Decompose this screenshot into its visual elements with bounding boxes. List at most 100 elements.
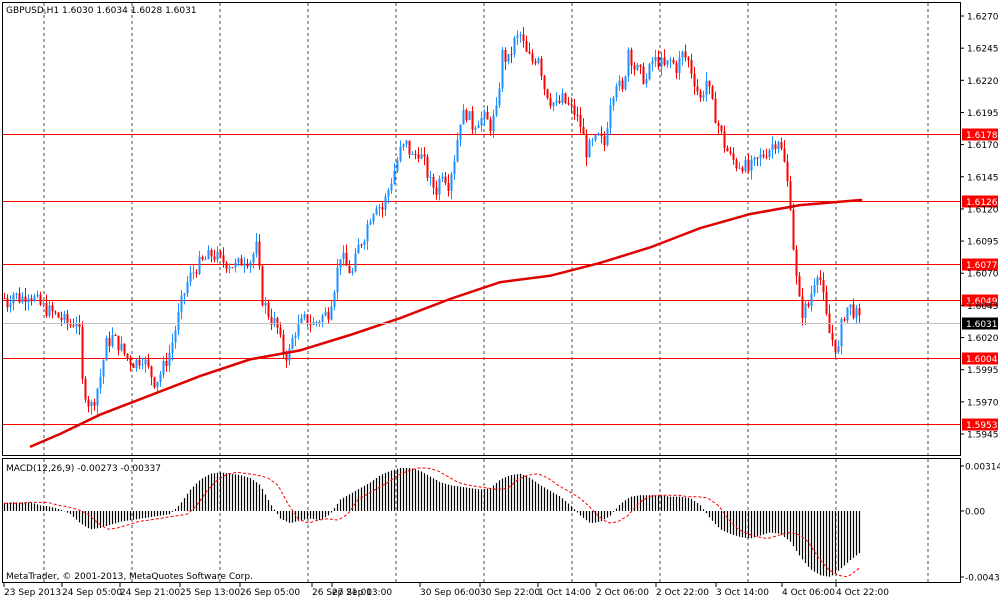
candle-bull xyxy=(438,178,441,195)
candle-bull xyxy=(9,303,12,308)
time-tick-label: 26 Sep 05:00 xyxy=(240,588,300,598)
candle-bull xyxy=(462,109,465,125)
candle-bull xyxy=(366,224,369,242)
candle-bear xyxy=(426,156,429,178)
candle-bear xyxy=(3,298,6,300)
candle-bear xyxy=(834,340,837,353)
candle-bull xyxy=(75,323,78,327)
time-tick-label: 25 Sep 13:00 xyxy=(180,588,240,598)
candle-bear xyxy=(795,249,798,277)
candle-bull xyxy=(303,314,306,318)
candle-bull xyxy=(120,343,123,351)
candle-bull xyxy=(36,294,39,297)
candle-bull xyxy=(255,241,258,255)
candle-bull xyxy=(816,277,819,286)
level-label: 1.6077 xyxy=(966,261,998,271)
candle-bull xyxy=(450,174,453,191)
candle-bull xyxy=(666,60,669,65)
candle-bull xyxy=(840,319,843,347)
candle-bull xyxy=(399,146,402,161)
candle-bear xyxy=(306,314,309,324)
candle-bull xyxy=(144,359,147,365)
candle-bear xyxy=(672,59,675,64)
macd-tick-label: 0.00 xyxy=(965,508,985,518)
candle-bear xyxy=(525,41,528,52)
candle-bull xyxy=(480,117,483,126)
candle-bull xyxy=(204,259,207,261)
current-price-bg xyxy=(962,317,998,330)
candle-bear xyxy=(807,303,810,307)
candle-bear xyxy=(822,280,825,293)
candle-bear xyxy=(408,140,411,155)
candle-bear xyxy=(219,251,222,256)
candle-bear xyxy=(675,63,678,73)
candle-bull xyxy=(441,176,444,179)
level-label: 1.6126 xyxy=(966,198,998,208)
time-tick-label: 27 Sep 13:00 xyxy=(332,588,392,598)
macd-tick-label: 0.00314 xyxy=(965,463,1000,473)
candle-bear xyxy=(747,160,750,171)
candle-bear xyxy=(843,319,846,321)
price-tick-label: 1.6145 xyxy=(967,173,999,183)
time-tick-label: 4 Oct 22:00 xyxy=(836,588,889,598)
candle-bull xyxy=(162,361,165,375)
candle-bear xyxy=(285,354,288,361)
level-label-bg xyxy=(962,294,998,307)
candle-bull xyxy=(681,51,684,58)
candle-bull xyxy=(516,35,519,38)
candle-bear xyxy=(528,51,531,54)
candle-bear xyxy=(267,302,270,317)
candle-bull xyxy=(705,80,708,96)
candle-bull xyxy=(372,214,375,222)
candle-bear xyxy=(471,111,474,130)
candle-bull xyxy=(33,296,36,301)
candle-bear xyxy=(414,154,417,156)
candle-bear xyxy=(573,104,576,115)
candle-bull xyxy=(804,303,807,318)
candle-bear xyxy=(72,325,75,327)
candle-bear xyxy=(114,335,117,337)
candle-bear xyxy=(132,364,135,369)
candle-bear xyxy=(126,353,129,358)
candle-bear xyxy=(585,135,588,158)
time-tick-label: 1 Oct 14:00 xyxy=(538,588,591,598)
copyright-text: MetaTrader, © 2001-2013, MetaQuotes Soft… xyxy=(6,572,253,582)
candle-bear xyxy=(708,80,711,87)
candle-bull xyxy=(477,125,480,128)
candle-bull xyxy=(636,64,639,70)
candle-bull xyxy=(300,317,303,323)
candlesticks xyxy=(3,26,861,415)
candle-bull xyxy=(177,311,180,331)
price-tick-label: 1.6220 xyxy=(967,77,999,87)
candle-bull xyxy=(198,256,201,274)
candle-bull xyxy=(288,348,291,361)
candle-bull xyxy=(771,144,774,151)
candle-bear xyxy=(825,292,828,314)
candle-bear xyxy=(699,91,702,98)
candle-bull xyxy=(678,57,681,73)
level-label-bg xyxy=(962,418,998,431)
horizontal-levels[interactable]: 1.6178 1.6126 1.6077 1.6049 1.6004 1.5953 xyxy=(3,128,998,432)
candle-bear xyxy=(78,323,81,328)
candle-bear xyxy=(279,327,282,335)
candle-bull xyxy=(357,244,360,254)
price-axis[interactable]: 1.62701.62451.62201.61951.61701.61451.61… xyxy=(3,13,1000,584)
candle-bull xyxy=(396,160,399,171)
candle-bear xyxy=(270,316,273,325)
candle-bull xyxy=(387,190,390,197)
candle-bear xyxy=(741,167,744,172)
candle-bear xyxy=(360,244,363,246)
price-tick-label: 1.6095 xyxy=(967,238,999,248)
candle-bear xyxy=(717,123,720,126)
candle-bear xyxy=(261,266,264,306)
price-tick-label: 1.6270 xyxy=(967,13,999,23)
candle-bull xyxy=(855,308,858,318)
candle-bear xyxy=(531,53,534,62)
candle-bear xyxy=(720,125,723,132)
candle-bull xyxy=(837,346,840,353)
price-tick-label: 1.6170 xyxy=(967,141,999,151)
candle-bull xyxy=(606,128,609,146)
candle-bear xyxy=(87,399,90,407)
